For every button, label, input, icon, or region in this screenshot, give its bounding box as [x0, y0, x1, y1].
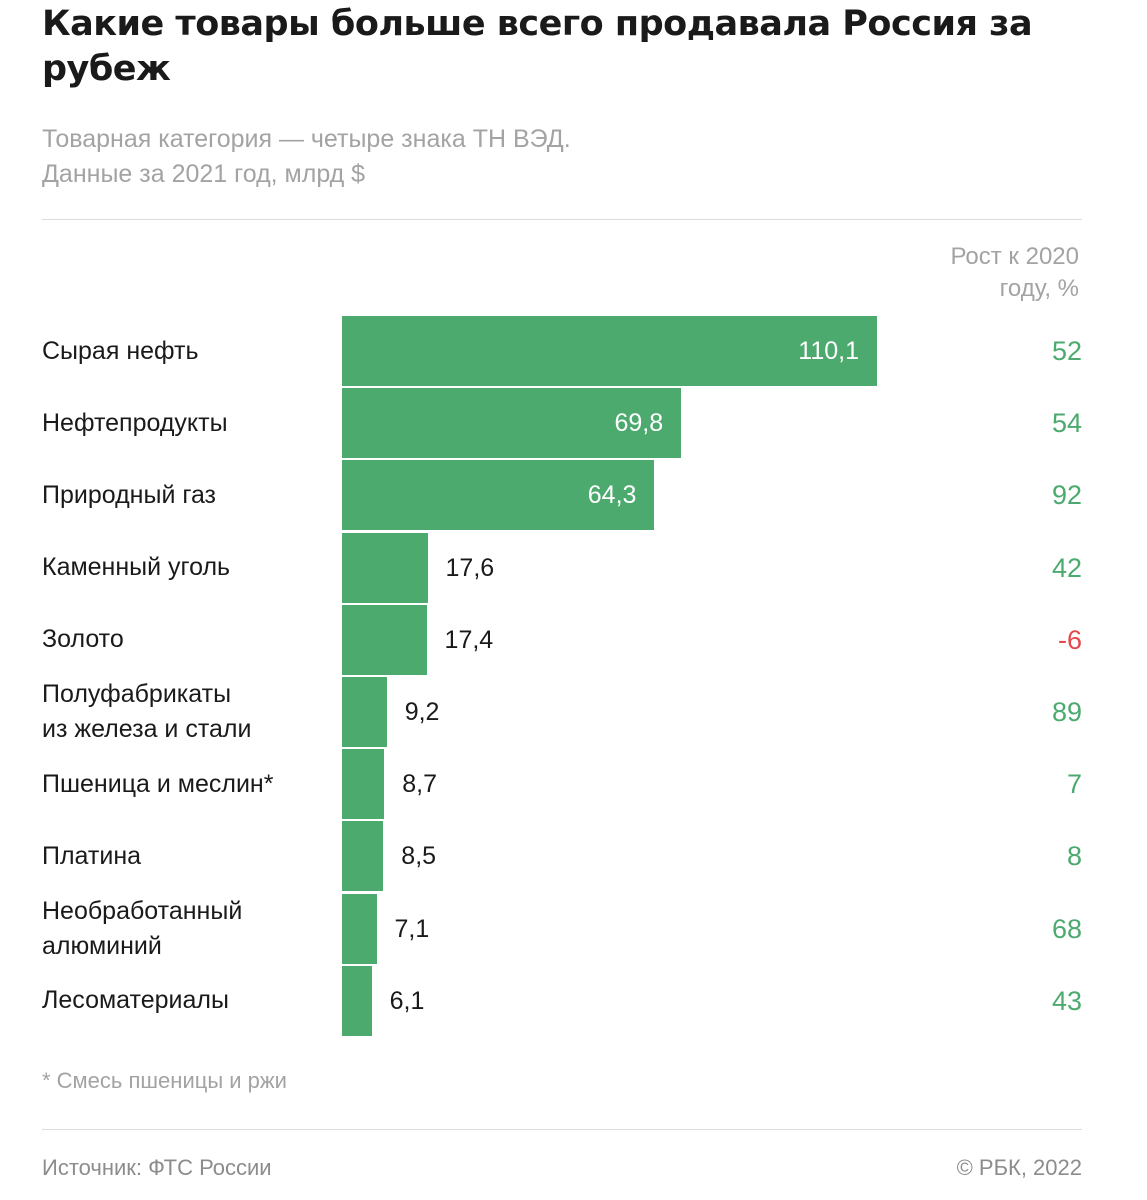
bar — [342, 893, 377, 964]
bar — [342, 532, 428, 603]
growth-header-line-1: Рост к 2020 — [950, 243, 1079, 270]
bar-value-label: 8,7 — [402, 770, 438, 799]
bar — [342, 821, 384, 892]
category-label: Необработанный алюминий — [42, 894, 242, 964]
growth-value: 54 — [1051, 408, 1082, 439]
bar-value-label: 17,6 — [445, 553, 495, 582]
chart-subtitle-line-2: Данные за 2021 год, млрд $ — [42, 160, 366, 188]
chart-title: Какие товары больше всего продавала Росс… — [42, 4, 1033, 89]
growth-header-line-2: году, % — [999, 275, 1079, 302]
source-note: Источник: ФТС России — [42, 1155, 272, 1180]
bar — [342, 749, 385, 820]
bar-value-label: 64,3 — [587, 481, 637, 510]
category-label-line: Сырая нефть — [42, 336, 199, 365]
category-label-line: Нефтепродукты — [42, 408, 228, 437]
bar — [342, 388, 682, 459]
category-label-line: Золото — [42, 625, 124, 654]
bar-value-label: 9,2 — [404, 698, 440, 726]
growth-value: 52 — [1051, 336, 1082, 366]
copyright-note: © РБК, 2022 — [956, 1155, 1082, 1180]
category-label: Пшеница и меслин* — [42, 767, 273, 802]
bar — [342, 460, 655, 531]
category-label-line: Природный газ — [42, 480, 217, 509]
growth-value: 68 — [1051, 913, 1082, 944]
footnote: * Смесь пшеницы и ржи — [42, 1068, 287, 1093]
category-label-line: Каменный уголь — [42, 553, 231, 582]
category-label-line: Платина — [42, 841, 142, 870]
bar-value-label: 17,4 — [444, 625, 494, 654]
growth-value: 92 — [1051, 480, 1082, 511]
bar-value-label: 8,5 — [401, 842, 437, 871]
bar-value-label: 6,1 — [389, 986, 425, 1015]
growth-column-header: Рост к 2020 году, % — [950, 241, 1079, 305]
category-label: Полуфабрикаты из железа и стали — [42, 677, 251, 747]
category-label-line: Пшеница и меслин* — [42, 769, 274, 798]
category-label: Природный газ — [42, 478, 216, 513]
growth-value: 89 — [1051, 697, 1082, 727]
category-label: Каменный уголь — [42, 550, 230, 585]
growth-value: 7 — [1066, 769, 1082, 800]
chart-subtitle-line-1: Товарная категория — четыре знака ТН ВЭД… — [42, 125, 571, 153]
bar — [342, 677, 387, 747]
category-label-line: Лесоматериалы — [42, 986, 229, 1015]
category-label-line: Необработанный — [42, 896, 243, 925]
category-label: Платина — [42, 839, 141, 874]
growth-value: 8 — [1066, 841, 1082, 872]
category-label: Нефтепродукты — [42, 406, 228, 441]
category-label-line: из железа и стали — [42, 715, 252, 743]
bar-value-label: 7,1 — [394, 914, 430, 943]
growth-value: -6 — [1057, 624, 1082, 655]
growth-value: 43 — [1051, 985, 1082, 1016]
category-label-line: Полуфабрикаты — [42, 680, 232, 708]
category-label: Сырая нефть — [42, 334, 199, 369]
bar — [342, 604, 427, 675]
top-divider — [42, 219, 1082, 220]
growth-value: 42 — [1051, 552, 1082, 583]
bar-value-label: 110,1 — [798, 337, 859, 365]
bottom-divider — [42, 1129, 1082, 1130]
category-label: Золото — [42, 622, 124, 657]
category-label: Лесоматериалы — [42, 983, 229, 1018]
bar-value-label: 69,8 — [614, 409, 664, 438]
category-label-line: алюминий — [42, 931, 162, 960]
bar — [342, 316, 877, 386]
bar — [342, 965, 372, 1036]
